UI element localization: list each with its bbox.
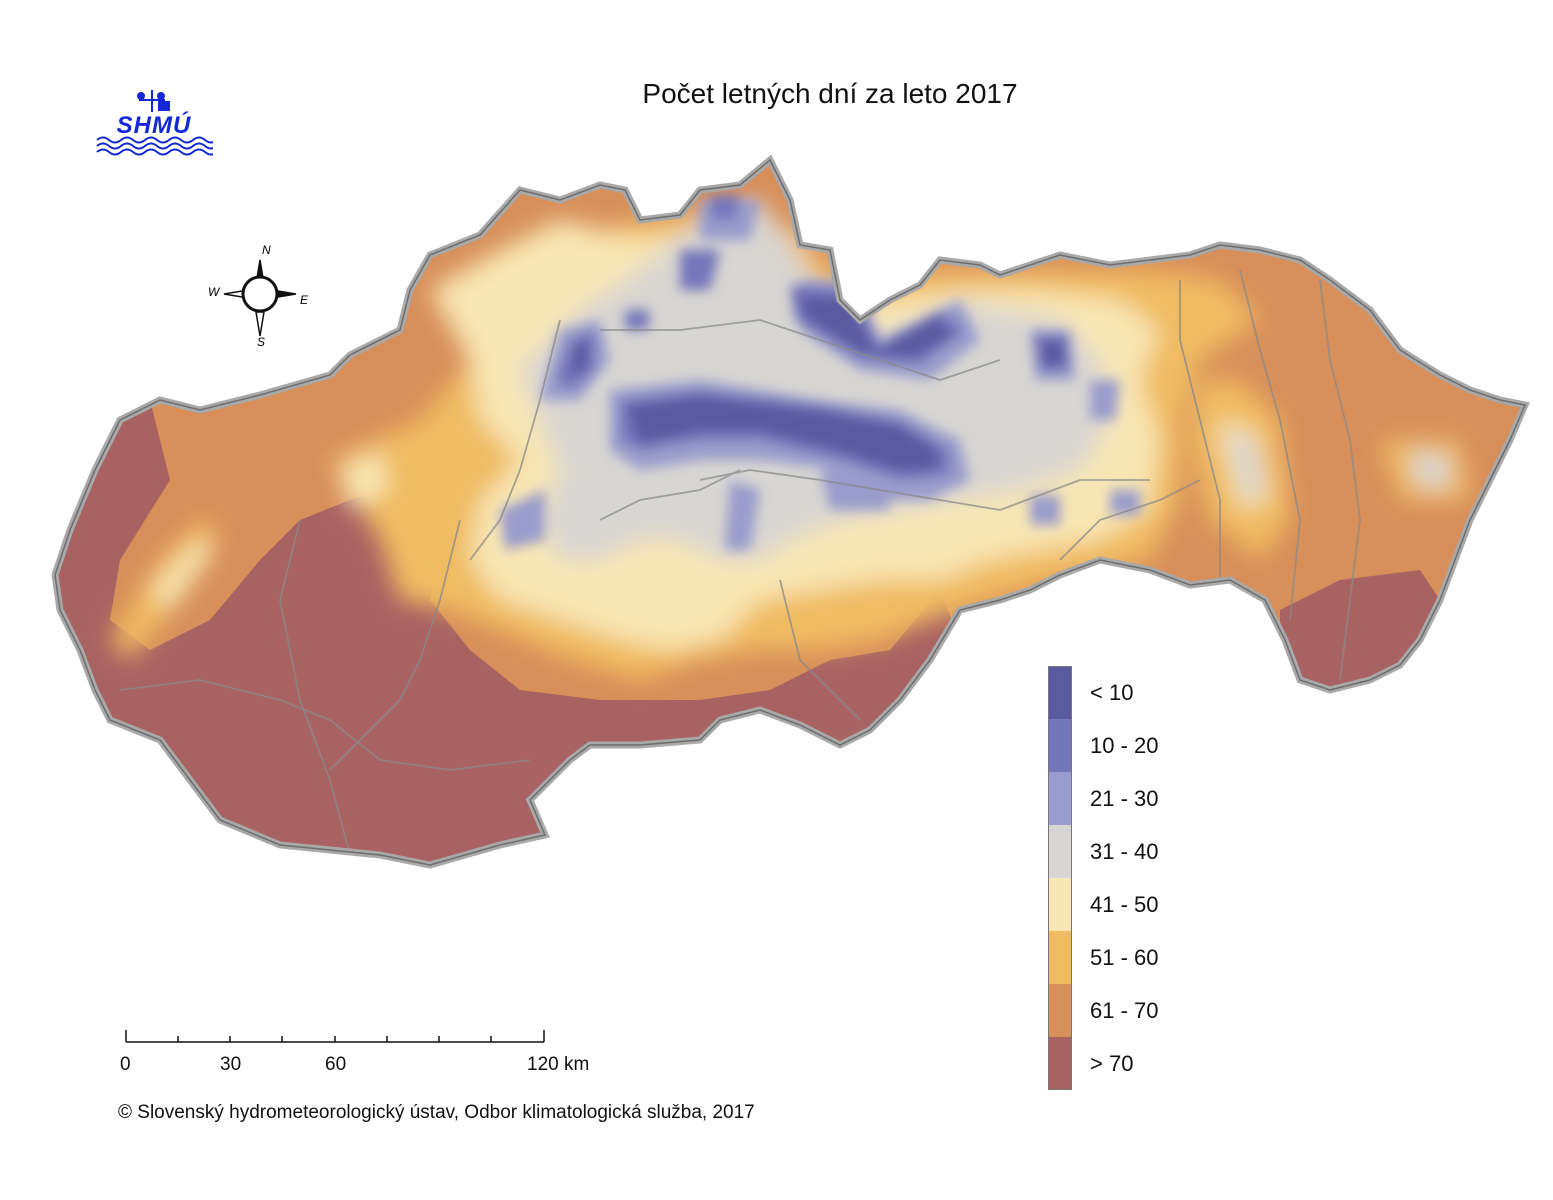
- map-title: Počet letných dní za leto 2017: [642, 78, 1018, 109]
- legend-swatch: [1048, 878, 1072, 931]
- legend-swatch: [1048, 984, 1072, 1037]
- legend-item: > 70: [1048, 1037, 1208, 1090]
- compass-w: W: [208, 285, 221, 299]
- legend-label: 10 - 20: [1090, 733, 1159, 758]
- legend-swatch: [1048, 825, 1072, 878]
- legend-label: 51 - 60: [1090, 945, 1159, 970]
- scale-tick-30: 30: [220, 1054, 242, 1075]
- legend-label: > 70: [1090, 1051, 1134, 1076]
- compass-s: S: [257, 335, 265, 349]
- shmu-logo-icon: SHMÚ: [95, 86, 218, 156]
- zone-under-10: [625, 395, 940, 472]
- legend-label: < 10: [1090, 680, 1134, 705]
- legend-swatch: [1048, 931, 1072, 984]
- legend-item: 41 - 50: [1048, 878, 1208, 931]
- legend-swatch: [1048, 666, 1072, 719]
- legend-item: 21 - 30: [1048, 772, 1208, 825]
- legend-label: 21 - 30: [1090, 786, 1159, 811]
- legend-item: 51 - 60: [1048, 931, 1208, 984]
- legend-label: 61 - 70: [1090, 998, 1159, 1023]
- copyright-text: © Slovenský hydrometeorologický ústav, O…: [118, 1102, 755, 1123]
- scale-bar: 0 30 60 120 km: [110, 1022, 630, 1082]
- compass-rose-icon: N S W E: [200, 238, 320, 358]
- scale-tick-0: 0: [120, 1054, 131, 1075]
- legend-label: 41 - 50: [1090, 892, 1159, 917]
- legend-item: 31 - 40: [1048, 825, 1208, 878]
- legend-item: 61 - 70: [1048, 984, 1208, 1037]
- legend-swatch: [1048, 772, 1072, 825]
- legend-label: 31 - 40: [1090, 839, 1159, 864]
- legend-item: 10 - 20: [1048, 719, 1208, 772]
- legend-swatch: [1048, 1037, 1072, 1090]
- compass-e: E: [300, 293, 309, 307]
- scale-tick-120: 120 km: [527, 1054, 590, 1075]
- legend-item: < 10: [1048, 666, 1208, 719]
- compass-n: N: [262, 243, 271, 257]
- river-lines: [119, 269, 1361, 856]
- scale-tick-60: 60: [325, 1054, 347, 1075]
- logo-text: SHMÚ: [116, 112, 192, 139]
- legend-swatch: [1048, 719, 1072, 772]
